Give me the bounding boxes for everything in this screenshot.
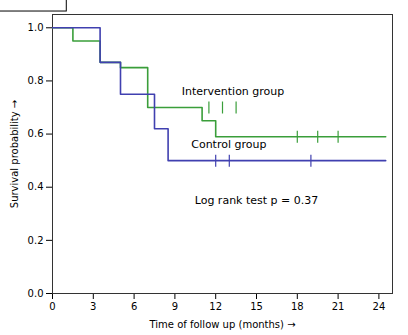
svg-text:1.0: 1.0 <box>28 22 44 33</box>
svg-text:24: 24 <box>373 301 386 312</box>
svg-text:0: 0 <box>49 301 55 312</box>
svg-text:15: 15 <box>250 301 263 312</box>
svg-text:0.2: 0.2 <box>28 235 44 246</box>
svg-text:0.8: 0.8 <box>28 75 44 86</box>
svg-text:9: 9 <box>172 301 178 312</box>
svg-text:3: 3 <box>90 301 96 312</box>
svg-text:Log rank test p = 0.37: Log rank test p = 0.37 <box>195 194 319 207</box>
svg-text:0.4: 0.4 <box>28 181 44 192</box>
svg-text:6: 6 <box>131 301 137 312</box>
svg-text:12: 12 <box>209 301 222 312</box>
svg-text:21: 21 <box>332 301 345 312</box>
svg-text:0.0: 0.0 <box>28 288 44 299</box>
svg-text:Control group: Control group <box>191 138 266 151</box>
svg-text:0.6: 0.6 <box>28 128 44 139</box>
svg-text:Intervention group: Intervention group <box>182 85 285 98</box>
svg-text:Time of follow up (months) →: Time of follow up (months) → <box>148 319 295 330</box>
svg-text:Survival probability →: Survival probability → <box>9 100 20 208</box>
svg-text:18: 18 <box>291 301 304 312</box>
